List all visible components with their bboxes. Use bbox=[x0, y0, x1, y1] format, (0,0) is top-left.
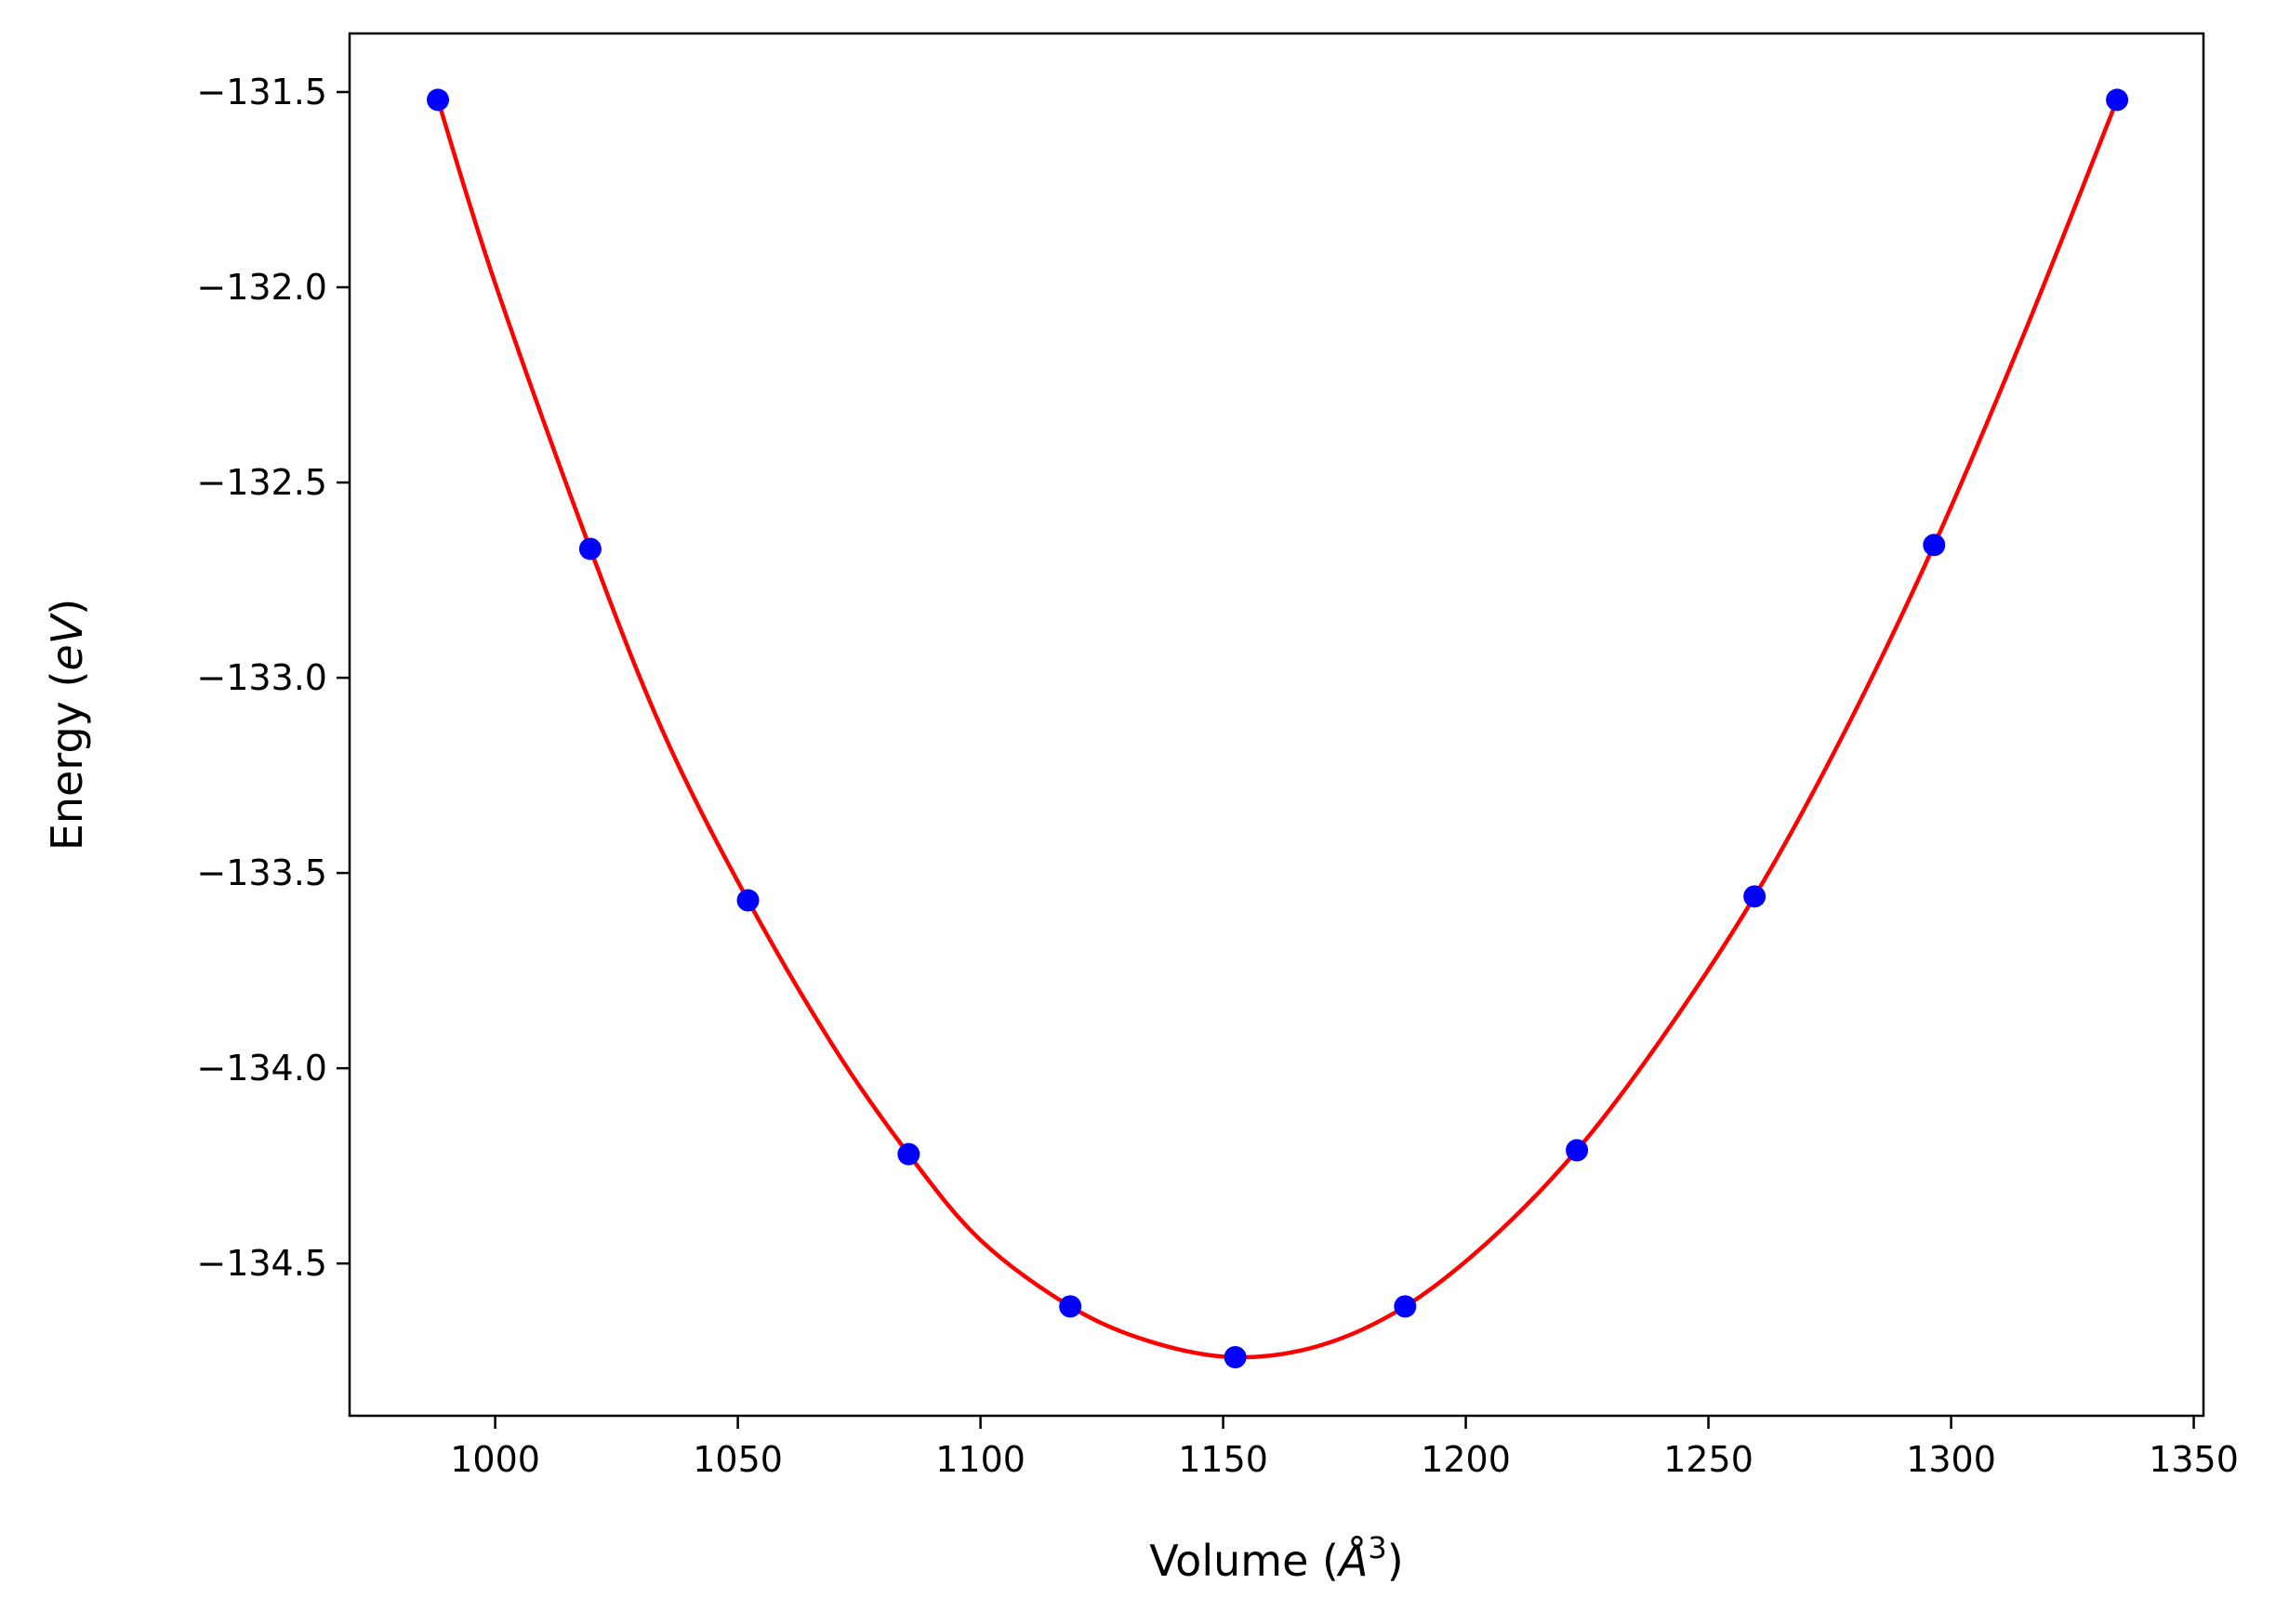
data-point bbox=[1059, 1295, 1082, 1318]
x-tick-label: 1000 bbox=[450, 1439, 540, 1480]
y-axis-label-suffix: ) bbox=[42, 599, 92, 615]
y-tick-label: −132.5 bbox=[196, 462, 327, 503]
data-point bbox=[578, 537, 602, 561]
x-axis-label-suffix: ) bbox=[1387, 1536, 1404, 1586]
data-point bbox=[1566, 1139, 1589, 1162]
y-tick-label: −132.0 bbox=[196, 267, 327, 308]
x-axis-label-exponent: 3 bbox=[1368, 1530, 1386, 1565]
x-tick-label: 1050 bbox=[693, 1439, 783, 1480]
data-point bbox=[1224, 1345, 1247, 1368]
data-point bbox=[736, 889, 760, 912]
data-point bbox=[427, 88, 450, 112]
x-tick-label: 1250 bbox=[1663, 1439, 1753, 1480]
y-axis-label: Energy (eV) bbox=[42, 599, 92, 851]
x-tick-label: 1350 bbox=[2149, 1439, 2239, 1480]
plot-area bbox=[427, 88, 2129, 1368]
data-point bbox=[897, 1142, 920, 1166]
x-tick-label: 1150 bbox=[1178, 1439, 1268, 1480]
y-tick-label: −131.5 bbox=[196, 72, 327, 112]
y-tick-label: −133.0 bbox=[196, 657, 327, 698]
y-axis-label-unit: eV bbox=[42, 612, 92, 670]
x-axis-ticks: 1000 1050 1100 1150 1200 1250 1300 1350 bbox=[450, 1416, 2239, 1480]
x-tick-label: 1200 bbox=[1421, 1439, 1511, 1480]
data-point bbox=[1923, 534, 1946, 557]
data-point bbox=[1394, 1295, 1417, 1318]
x-tick-label: 1100 bbox=[935, 1439, 1025, 1480]
x-tick-label: 1300 bbox=[1906, 1439, 1996, 1480]
y-axis-ticks: −131.5 −132.0 −132.5 −133.0 −133.5 −134.0 −134… bbox=[196, 72, 350, 1284]
y-axis-label-prefix: Energy ( bbox=[42, 671, 92, 852]
x-axis-label: Volume (Å3) bbox=[1149, 1530, 1403, 1586]
data-point bbox=[1743, 885, 1766, 908]
axes-frame bbox=[348, 32, 2205, 1418]
y-tick-label: −134.0 bbox=[196, 1048, 327, 1089]
y-tick-label: −133.5 bbox=[196, 852, 327, 893]
data-point bbox=[2106, 88, 2129, 112]
x-axis-label-prefix: Volume ( bbox=[1149, 1536, 1339, 1586]
x-axis-label-unit: Å bbox=[1336, 1536, 1368, 1586]
y-tick-label: −134.5 bbox=[196, 1243, 327, 1284]
